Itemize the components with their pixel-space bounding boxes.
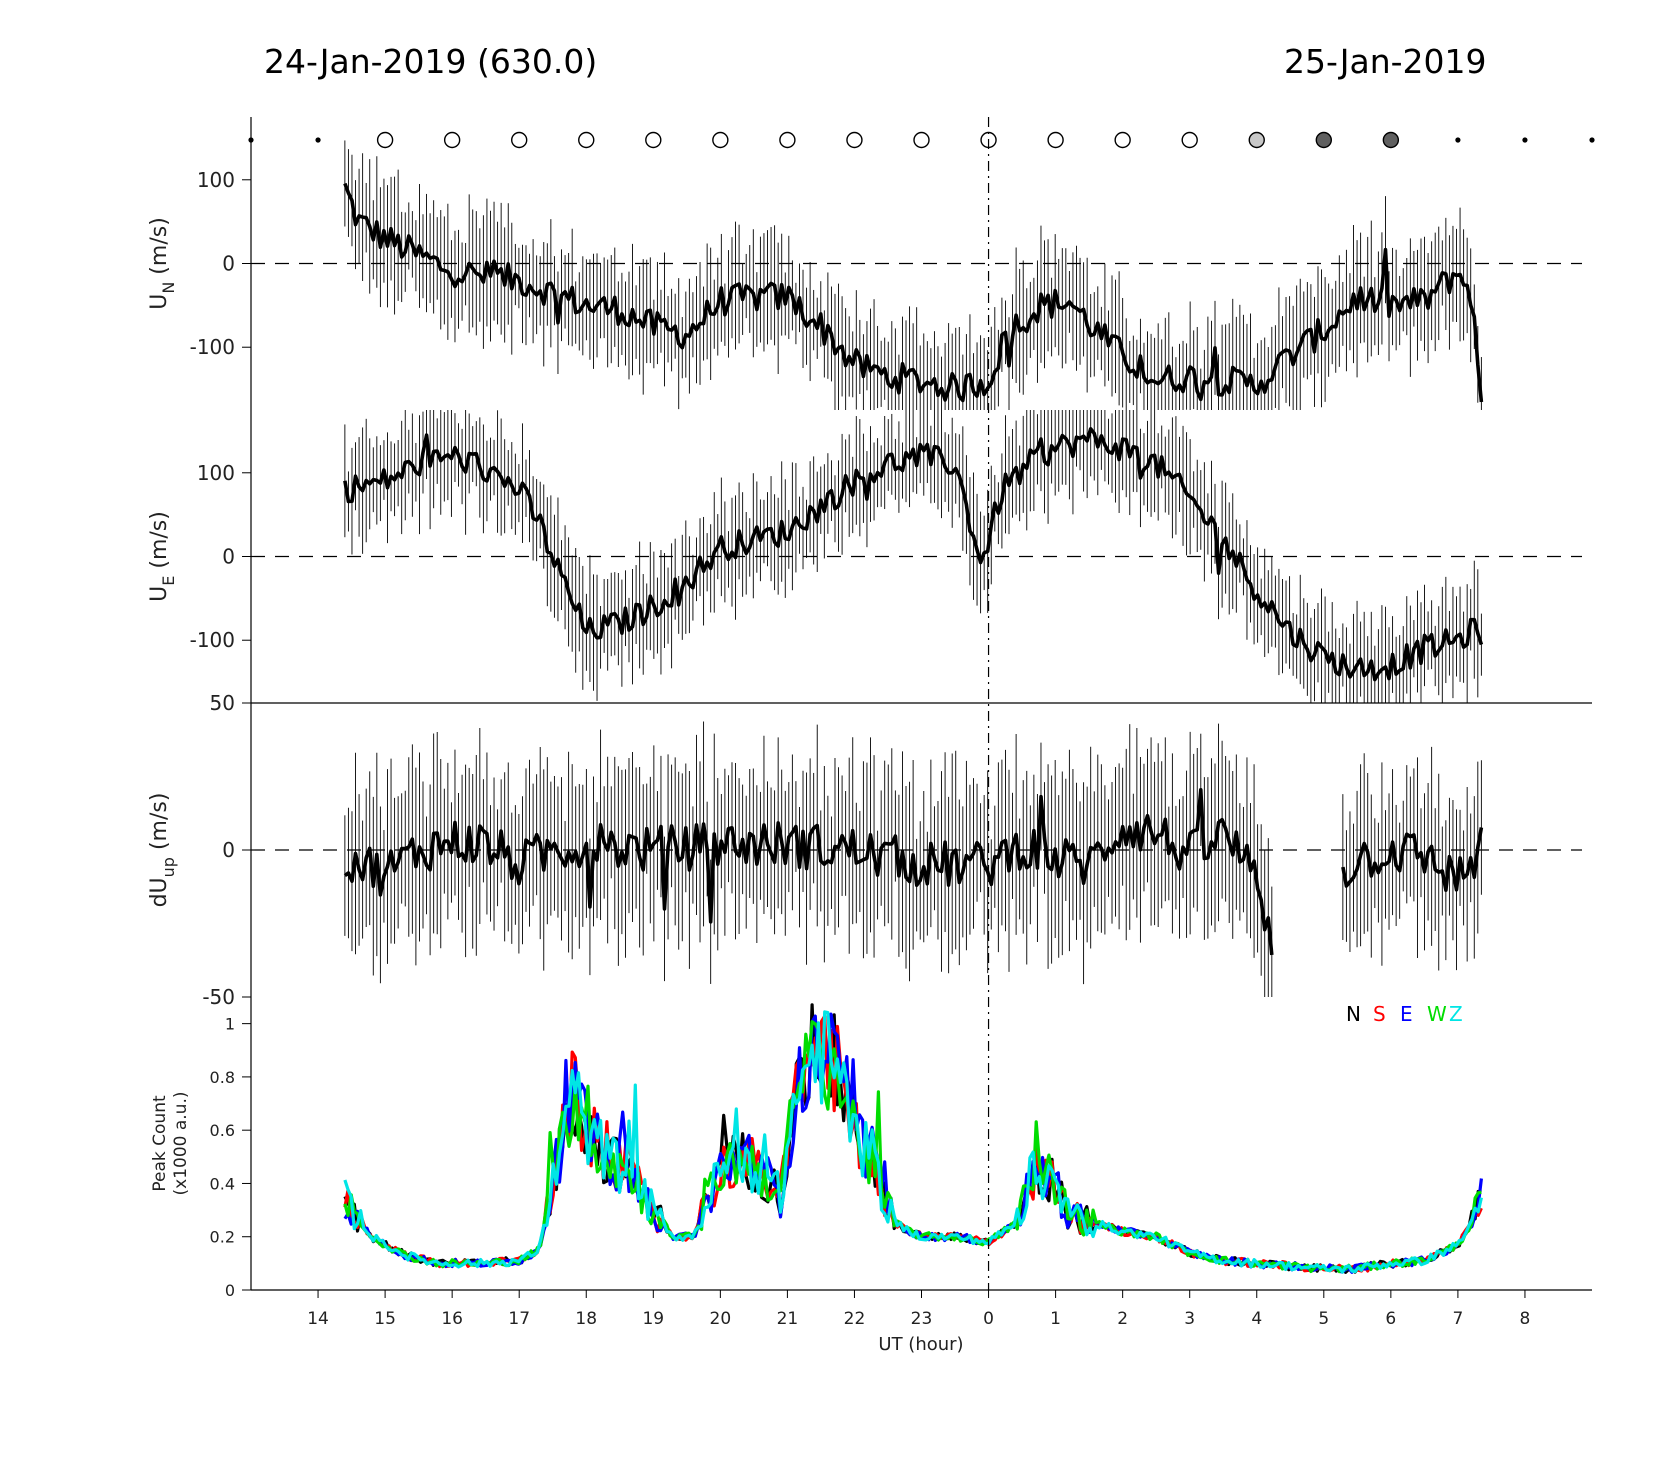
y-tick-label: 0 [222,838,235,862]
y-tick-label: -50 [202,985,235,1009]
x-tick-label: 1 [1050,1309,1061,1329]
sky-circle-marker [1114,131,1131,149]
y-tick-label: 0.2 [210,1228,235,1247]
legend-entry-E: E [1400,1002,1413,1026]
x-tick-label: 20 [710,1309,732,1329]
sky-circle-marker [376,131,394,149]
x-tick-label: 3 [1184,1309,1195,1329]
un-series-line [343,182,1484,403]
y-tick-label: -100 [190,628,235,652]
y-axis-label: UE (m/s) [147,511,178,602]
x-tick-label: 0 [983,1309,994,1329]
sky-circle-marker [779,131,796,149]
x-axis-label: UT (hour) [878,1334,963,1355]
x-tick-label: 21 [777,1309,799,1329]
sky-dot-marker [1522,137,1528,143]
x-tick-label: 18 [575,1309,597,1329]
sky-circle-marker [511,131,528,149]
x-axis: 14 15 16 17 18 19 20 21 22 23 0 1 2 3 4 5 6 7 8UT (hour) [307,1290,1530,1355]
sky-circle-marker [1181,131,1198,149]
sky-circle-marker [645,131,662,149]
x-tick-label: 19 [642,1309,664,1329]
x-tick-label: 17 [508,1309,530,1329]
sky-condition-row [248,131,1595,149]
y-axis-label: UN (m/s) [147,217,178,310]
sky-dot-marker [315,137,321,143]
sky-circle-marker [1047,131,1064,149]
sky-dot-marker [1589,137,1595,143]
legend-entry-W: W [1427,1002,1447,1026]
y-tick-label: 0 [225,1281,235,1300]
y-tick-label: 100 [197,168,235,192]
x-tick-label: 15 [374,1309,396,1329]
sky-circle-marker [712,131,729,149]
sky-dot-marker [1455,137,1461,143]
legend-entry-S: S [1373,1002,1386,1026]
peak-series-Z [343,1010,1483,1274]
y-tick-label: -100 [190,335,235,359]
panel-un: 100 0 -100 UN (m/s) [147,140,1582,410]
x-tick-label: 23 [911,1309,933,1329]
y-tick-label: 0.6 [210,1121,235,1140]
x-tick-label: 16 [441,1309,463,1329]
y-tick-label: 0 [222,252,235,276]
panel-ue: 100 0 -100 UE (m/s) [147,410,1582,703]
sky-circle-marker [1382,131,1400,149]
x-tick-label: 7 [1452,1309,1463,1329]
x-tick-label: 14 [307,1309,329,1329]
panel-dup: 50 0 -50 dUup (m/s) [147,691,1582,1009]
x-tick-label: 22 [844,1309,866,1329]
y-tick-label: 0.4 [210,1174,235,1193]
sky-circle-marker [443,131,461,149]
legend-entry-N: N [1346,1002,1361,1026]
y-axis-label: Peak Count(x1000 a.u.) [150,1092,191,1196]
date-title-right: 25-Jan-2019 [1284,42,1487,81]
y-tick-label: 1 [225,1015,235,1034]
sky-circle-marker [846,131,863,149]
y-tick-label: 50 [210,691,235,715]
x-tick-label: 4 [1251,1309,1262,1329]
x-tick-label: 6 [1385,1309,1396,1329]
x-tick-label: 5 [1318,1309,1329,1329]
y-axis-label: dUup (m/s) [147,793,178,908]
sky-circle-marker [578,131,595,149]
x-tick-label: 8 [1520,1309,1531,1329]
ue-series-line [343,427,1484,682]
x-tick-label: 2 [1117,1309,1128,1329]
y-tick-label: 0.8 [210,1068,235,1087]
dup-series-line [343,788,1484,956]
axes-frame [250,117,1592,1291]
y-tick-label: 0 [222,545,235,569]
sky-circle-marker [1248,131,1265,149]
y-tick-label: 100 [197,461,235,485]
panel-peak: 0 0.2 0.4 0.6 0.8 1 Peak Count(x1000 a.u.) N S E W… [150,1002,1483,1300]
date-title-left: 24-Jan-2019 (630.0) [264,42,598,81]
sky-circle-marker [913,131,930,149]
legend-entry-Z: Z [1449,1002,1463,1026]
sky-circle-marker [1315,131,1333,149]
